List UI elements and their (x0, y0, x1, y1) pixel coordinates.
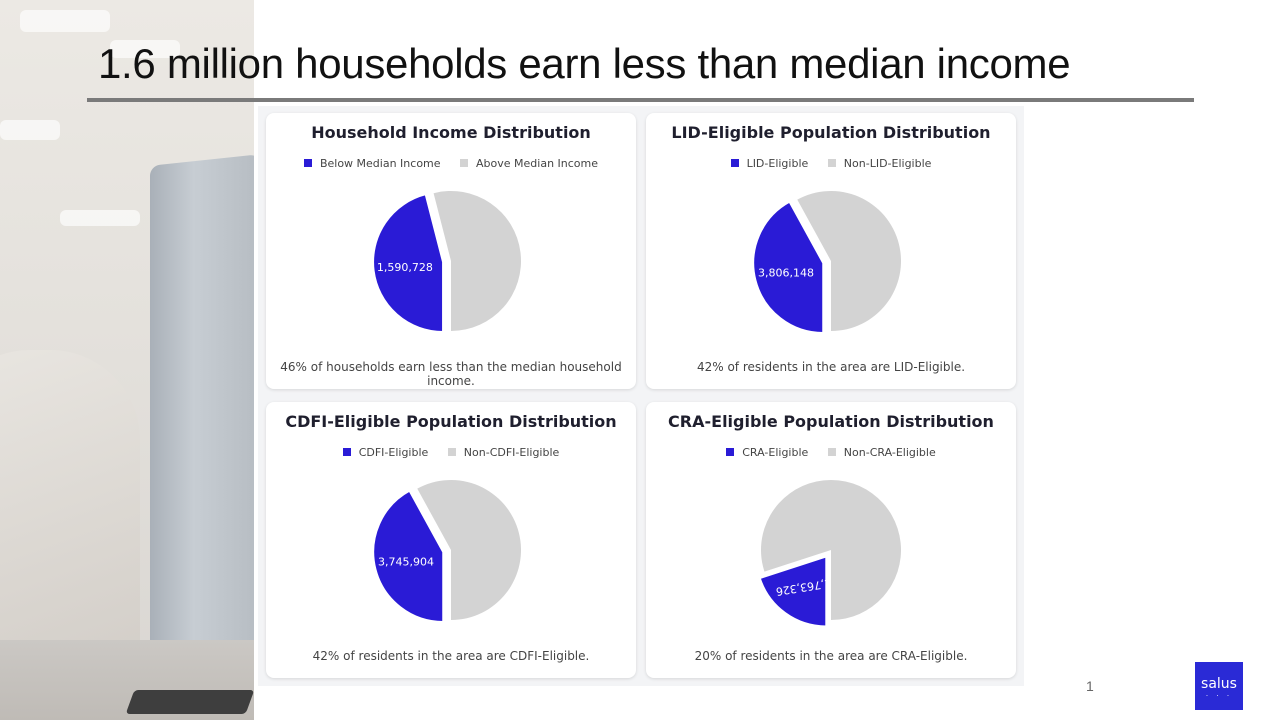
legend-item-non-lid-eligible[interactable]: Non-LID-Eligible (827, 157, 932, 170)
legend-swatch (827, 448, 836, 456)
chart-caption: 46% of households earn less than the med… (280, 360, 622, 388)
chart-title: CDFI-Eligible Population Distribution (285, 412, 617, 431)
legend-swatch (342, 448, 351, 456)
legend-swatch (460, 159, 469, 167)
logo-dots: · · · (1205, 692, 1233, 700)
legend-label: Below Median Income (319, 157, 441, 170)
legend-label: Above Median Income (476, 157, 599, 170)
legend-item-cdfi-eligible[interactable]: CDFI-Eligible (342, 446, 429, 459)
chart-caption: 20% of residents in the area are CRA-Eli… (694, 649, 968, 663)
pie-slice-highlight[interactable] (372, 489, 445, 623)
legend-item-cra-eligible[interactable]: CRA-Eligible (726, 446, 808, 459)
pie-chart: 1,763,326 (758, 480, 901, 628)
legend-swatch (447, 448, 456, 456)
legend-swatch (726, 448, 735, 456)
pie-slice-label: 3,806,148 (758, 267, 814, 280)
chart-legend: CRA-Eligible Non-CRA-Eligible (646, 446, 1016, 459)
legend-label: Non-CRA-Eligible (843, 446, 936, 459)
legend-label: Non-CDFI-Eligible (463, 446, 560, 459)
cra-eligible-card: CRA-Eligible Population Distribution CRA… (646, 402, 1016, 678)
legend-label: LID-Eligible (746, 157, 809, 170)
pie-slice-label: 3,745,904 (378, 556, 434, 569)
pie-slice-highlight[interactable] (372, 192, 445, 334)
page-number: 1 (1086, 678, 1094, 694)
legend-label: Non-LID-Eligible (843, 157, 932, 170)
pie-slice-highlight[interactable] (752, 200, 825, 334)
pie-chart: 3,745,904 (372, 480, 521, 623)
pie-slice-other[interactable] (797, 191, 901, 331)
chart-title: CRA-Eligible Population Distribution (668, 412, 994, 431)
chart-caption: 42% of residents in the area are CDFI-El… (312, 649, 590, 663)
pie-chart: 1,590,728 (372, 191, 521, 334)
background-photo (0, 0, 254, 720)
legend-item-above-median[interactable]: Above Median Income (460, 157, 598, 170)
pie-slice-highlight[interactable] (758, 555, 828, 628)
lid-eligible-card: LID-Eligible Population Distribution LID… (646, 113, 1016, 389)
chart-legend: CDFI-Eligible Non-CDFI-Eligible (266, 446, 636, 459)
legend-item-non-cdfi-eligible[interactable]: Non-CDFI-Eligible (447, 446, 560, 459)
pie-slice-other[interactable] (761, 480, 901, 620)
legend-item-lid-eligible[interactable]: LID-Eligible (730, 157, 809, 170)
chart-legend: Below Median Income Above Median Income (266, 157, 636, 170)
household-income-card: Household Income Distribution Below Medi… (266, 113, 636, 389)
salus-logo: salus · · · (1195, 662, 1243, 710)
legend-label: CDFI-Eligible (358, 446, 429, 459)
pie-chart: 3,806,148 (752, 191, 901, 334)
legend-swatch (827, 159, 836, 167)
legend-label: CRA-Eligible (742, 446, 809, 459)
legend-item-below-median[interactable]: Below Median Income (303, 157, 441, 170)
pie-slice-other[interactable] (417, 480, 521, 620)
cdfi-eligible-card: CDFI-Eligible Population Distribution CD… (266, 402, 636, 678)
logo-text: salus (1201, 676, 1237, 692)
title-divider (87, 98, 1194, 102)
legend-item-non-cra-eligible[interactable]: Non-CRA-Eligible (827, 446, 936, 459)
chart-title: LID-Eligible Population Distribution (671, 123, 991, 142)
chart-dashboard: Household Income Distribution Below Medi… (258, 106, 1024, 686)
chart-title: Household Income Distribution (311, 123, 591, 142)
chart-legend: LID-Eligible Non-LID-Eligible (646, 157, 1016, 170)
legend-swatch (303, 159, 312, 167)
chart-caption: 42% of residents in the area are LID-Eli… (696, 360, 966, 374)
legend-swatch (730, 159, 739, 167)
slide-title: 1.6 million households earn less than me… (98, 40, 1071, 87)
pie-slice-other[interactable] (433, 191, 521, 331)
pie-slice-label: 1,590,728 (377, 261, 433, 274)
